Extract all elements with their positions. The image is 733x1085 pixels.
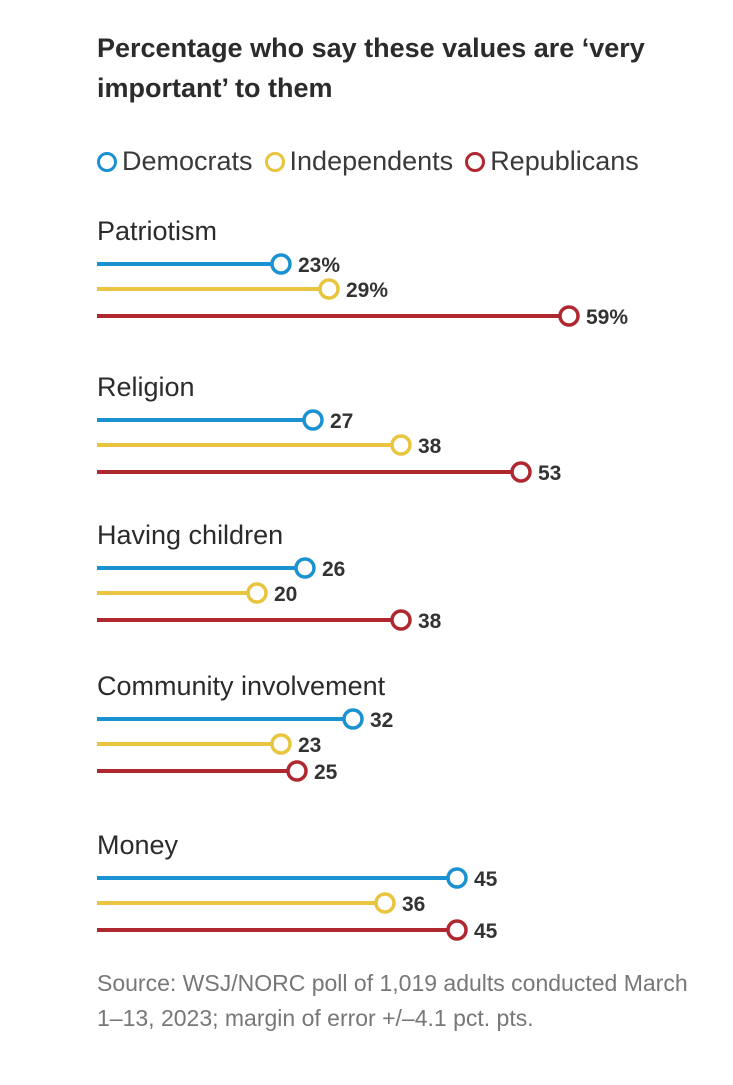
dot-religion-republicans: [510, 461, 532, 483]
value-label-patriotism-democrats: 23%: [298, 254, 340, 277]
source-note: Source: WSJ/NORC poll of 1,019 adults co…: [97, 970, 688, 1031]
dot-money-democrats: [446, 867, 468, 889]
legend-label-republicans: Republicans: [490, 146, 639, 176]
legend-label-independents: Independents: [289, 146, 454, 176]
value-label-community-involvement-republicans: 25: [314, 761, 338, 784]
category-label-patriotism: Patriotism: [97, 216, 217, 246]
legend-swatch-republicans: [465, 151, 486, 172]
dot-community-involvement-independents: [270, 733, 292, 755]
dot-religion-democrats: [302, 409, 324, 431]
dot-community-involvement-democrats: [342, 708, 364, 730]
dot-having-children-independents: [246, 582, 268, 604]
value-label-money-democrats: 45: [474, 868, 498, 891]
dot-money-independents: [374, 892, 396, 914]
value-label-religion-republicans: 53: [538, 462, 561, 485]
dot-having-children-democrats: [294, 557, 316, 579]
dot-religion-independents: [390, 434, 412, 456]
legend-label-democrats: Democrats: [122, 146, 253, 176]
value-label-money-independents: 36: [402, 893, 425, 916]
value-label-patriotism-republicans: 59%: [586, 306, 628, 329]
legend-item-republicans: Republicans: [465, 146, 639, 177]
category-label-money: Money: [97, 830, 179, 860]
value-label-religion-independents: 38: [418, 435, 442, 458]
category-label-religion: Religion: [97, 372, 195, 402]
value-label-patriotism-independents: 29%: [346, 279, 388, 302]
dot-patriotism-democrats: [270, 253, 292, 275]
dot-money-republicans: [446, 919, 468, 941]
legend-item-independents: Independents: [264, 146, 454, 177]
legend-item-democrats: Democrats: [97, 146, 253, 177]
dot-patriotism-republicans: [558, 305, 580, 327]
legend-swatch-democrats: [97, 151, 117, 172]
category-label-community-involvement: Community involvement: [97, 671, 386, 701]
chart-title: Percentage who say these values are ‘ver…: [97, 33, 645, 103]
value-label-having-children-democrats: 26: [322, 558, 345, 581]
legend: Democrats Independents Republicans: [97, 146, 651, 177]
dot-having-children-republicans: [390, 609, 412, 631]
value-label-community-involvement-independents: 23: [298, 734, 321, 757]
value-label-having-children-republicans: 38: [418, 610, 442, 633]
legend-swatch-independents: [264, 151, 285, 172]
dot-community-involvement-republicans: [286, 760, 308, 782]
value-label-religion-democrats: 27: [330, 410, 353, 433]
value-label-having-children-independents: 20: [274, 583, 297, 606]
value-label-money-republicans: 45: [474, 920, 498, 943]
value-label-community-involvement-democrats: 32: [370, 709, 393, 732]
dot-patriotism-independents: [318, 278, 340, 300]
category-label-having-children: Having children: [97, 520, 283, 550]
